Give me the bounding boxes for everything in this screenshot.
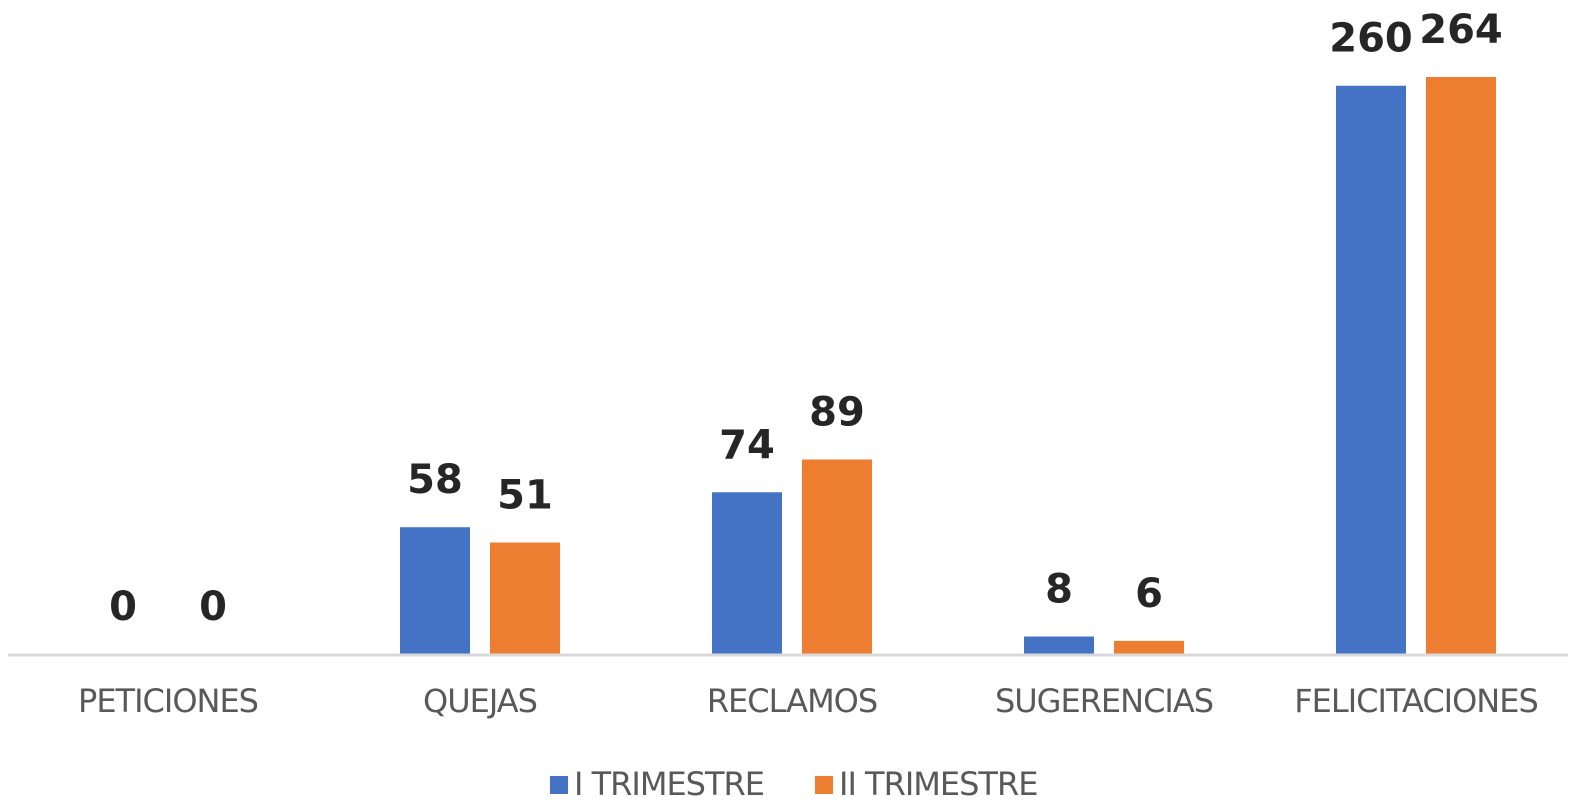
bar bbox=[1336, 85, 1406, 654]
bar bbox=[400, 527, 470, 654]
legend-swatch bbox=[815, 776, 833, 794]
data-label: 0 bbox=[109, 584, 137, 630]
legend-swatch bbox=[550, 776, 568, 794]
bar bbox=[802, 459, 872, 654]
data-label: 0 bbox=[199, 584, 227, 630]
x-tick-label: QUEJAS bbox=[423, 682, 537, 720]
bar bbox=[490, 542, 560, 654]
legend-label: II TRIMESTRE bbox=[839, 765, 1037, 803]
data-label: 8 bbox=[1045, 567, 1073, 613]
x-tick-label: SUGERENCIAS bbox=[995, 682, 1213, 720]
data-label: 58 bbox=[407, 457, 463, 503]
bar bbox=[1024, 636, 1094, 654]
x-tick-label: FELICITACIONES bbox=[1294, 682, 1538, 720]
data-label: 264 bbox=[1419, 7, 1503, 53]
data-label: 6 bbox=[1135, 571, 1163, 617]
bar bbox=[712, 492, 782, 654]
data-label: 89 bbox=[809, 389, 865, 435]
legend-label: I TRIMESTRE bbox=[574, 765, 764, 803]
x-tick-label: RECLAMOS bbox=[707, 682, 877, 720]
x-tick-label: PETICIONES bbox=[78, 682, 258, 720]
data-label: 74 bbox=[719, 422, 775, 468]
data-label: 260 bbox=[1329, 16, 1413, 62]
bar bbox=[1426, 77, 1496, 654]
data-label: 51 bbox=[497, 473, 553, 519]
bar bbox=[1114, 640, 1184, 654]
